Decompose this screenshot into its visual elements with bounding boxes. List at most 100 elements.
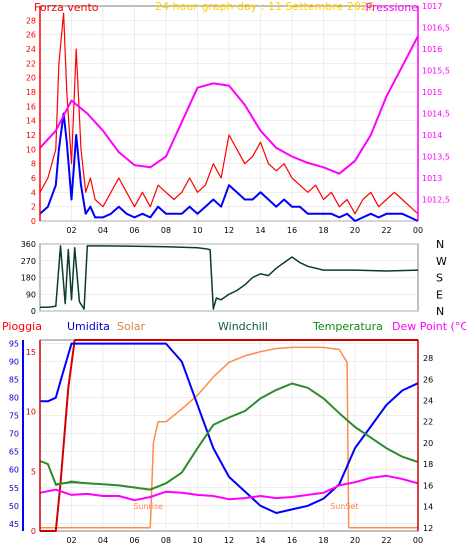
legend: Pioggia Umidita Solar Windchill Temperat… [2,320,466,333]
panel1-x-tick-label: 16 [287,226,297,235]
panel1-right-tick-label: 1014 [422,131,442,140]
panel1-right-tick-label: 1014,5 [422,110,450,119]
panel1-x-tick-label: 12 [224,226,234,235]
panel1-left-tick-label: 12 [26,131,36,140]
panel3-x-tick-label: 18 [318,536,328,545]
panel1-x-ticks: 02 04 06 08 10 12 14 16 18 20 22 00 [66,226,423,235]
panel2-compass-label: N [436,305,444,318]
panel1-x-tick-label: 22 [381,226,391,235]
panel3-temperature-tick-label: 14 [423,503,433,512]
panel1-left-tick-label: 6 [31,174,36,183]
panel1-x-tick-label: 20 [350,226,360,235]
panel1-left-label: Forza vento [34,1,99,14]
panel3-temperature-tick-label: 20 [423,439,433,448]
panel2-compass-label: N [436,238,444,251]
panel3-temperature-ticks: 12 14 16 18 20 22 24 26 28 [423,354,433,533]
panel3-humidity-tick-label: 70 [9,430,19,439]
legend-temperatura: Temperatura [312,320,383,333]
panel3-humidity-tick-label: 55 [9,484,19,493]
panel3-humidity-tick-label: 95 [9,340,19,349]
legend-dewpoint: Dew Point (°C) [392,320,466,333]
panel3-x-ticks: 02 04 06 08 10 12 14 16 18 20 22 00 [66,536,423,545]
panel2-left-tick-label: 0 [31,307,36,316]
panel1-left-tick-label: 0 [31,217,36,226]
panel3-temperature-tick-label: 22 [423,418,433,427]
panel1-left-tick-label: 18 [26,88,36,97]
series-wind-avg-line [39,112,419,222]
panel1-right-tick-label: 1013 [422,174,442,183]
panel3-temperature-tick-label: 16 [423,481,433,490]
panel2-compass-label: S [436,272,443,285]
panel3-rain-tick-label: 15 [26,348,36,357]
panel3-temperature-tick-label: 26 [423,375,433,384]
panel3-temperature-tick-label: 24 [423,396,433,405]
panel-temperature: 45 50 55 60 65 70 75 80 85 90 95 0 5 10 15 12 14 16 18 20… [9,339,433,545]
series-solar-line [40,346,418,529]
panel3-humidity-tick-label: 45 [9,520,19,529]
panel1-right-tick-label: 1013,5 [422,153,450,162]
panel2-compass-label: E [436,288,443,301]
panel3-x-tick-label: 12 [224,536,234,545]
panel1-left-tick-label: 10 [26,145,36,154]
series-wind-direction-line [40,245,419,310]
panel3-x-tick-label: 02 [66,536,76,545]
panel1-right-ticks: 1012,5 1013 1013,5 1014 1014,5 1015 1015,5 1016… [422,2,450,205]
panel1-left-tick-label: 20 [26,74,36,83]
panel3-rain-tick-label: 0 [31,527,36,536]
legend-umidita: Umidita [67,320,110,333]
panel3-temperature-tick-label: 28 [423,354,433,363]
panel2-compass-label: W [436,255,447,268]
panel1-series [39,12,419,222]
sunset-annotation: SunSet [330,502,358,511]
panel1-x-tick-label: 02 [66,226,76,235]
panel1-left-tick-label: 28 [26,16,36,25]
panel3-humidity-tick-label: 85 [9,376,19,385]
panel1-left-tick-label: 24 [26,45,36,54]
panel2-series [40,245,419,310]
panel3-temperature-tick-label: 12 [423,524,433,533]
panel3-x-tick-label: 14 [255,536,265,545]
panel3-x-tick-label: 00 [413,536,423,545]
panel3-rain-tick-label: 5 [31,467,36,476]
panel3-humidity-tick-label: 75 [9,412,19,421]
sunrise-annotation: Sunrise [133,502,163,511]
panel1-left-tick-label: 26 [26,31,36,40]
panel3-humidity-tick-label: 90 [9,358,19,367]
panel1-left-tick-label: 8 [31,160,36,169]
panel2-left-ticks: 0 90 180 270 360 [21,240,36,316]
panel3-x-tick-label: 20 [350,536,360,545]
panel1-right-tick-label: 1017 [422,2,442,11]
panel1-title: 24 hour graph day : 11 Settembre 2022 [155,0,375,13]
panel3-x-tick-label: 10 [192,536,202,545]
panel1-left-tick-label: 4 [31,188,36,197]
panel1-left-tick-label: 22 [26,59,36,68]
series-dewpoint-line [39,474,419,502]
legend-windchill: Windchill [218,320,268,333]
panel1-x-tick-label: 10 [192,226,202,235]
panel1-x-tick-label: 06 [129,226,139,235]
panel1-right-tick-label: 1012,5 [422,196,450,205]
legend-solar: Solar [117,320,146,333]
panel3-humidity-tick-label: 50 [9,502,19,511]
series-wind-gust-line [39,12,419,215]
series-humidity-line [40,342,419,514]
panel3-humidity-ticks: 45 50 55 60 65 70 75 80 85 90 95 [9,340,19,529]
panel1-x-tick-label: 08 [161,226,171,235]
panel3-x-tick-label: 06 [129,536,139,545]
panel1-left-tick-label: 2 [31,203,36,212]
panel3-rain-tick-label: 10 [26,408,36,417]
panel1-left-tick-label: 16 [26,102,36,111]
panel3-x-tick-label: 08 [161,536,171,545]
panel3-x-tick-label: 22 [381,536,391,545]
panel3-humidity-tick-label: 65 [9,448,19,457]
panel1-right-tick-label: 1015,5 [422,67,450,76]
panel3-temperature-tick-label: 18 [423,460,433,469]
series-rain-line [40,339,418,532]
series-pressure-line [39,35,419,175]
panel2-left-tick-label: 270 [21,257,36,266]
panel1-x-tick-label: 04 [98,226,108,235]
